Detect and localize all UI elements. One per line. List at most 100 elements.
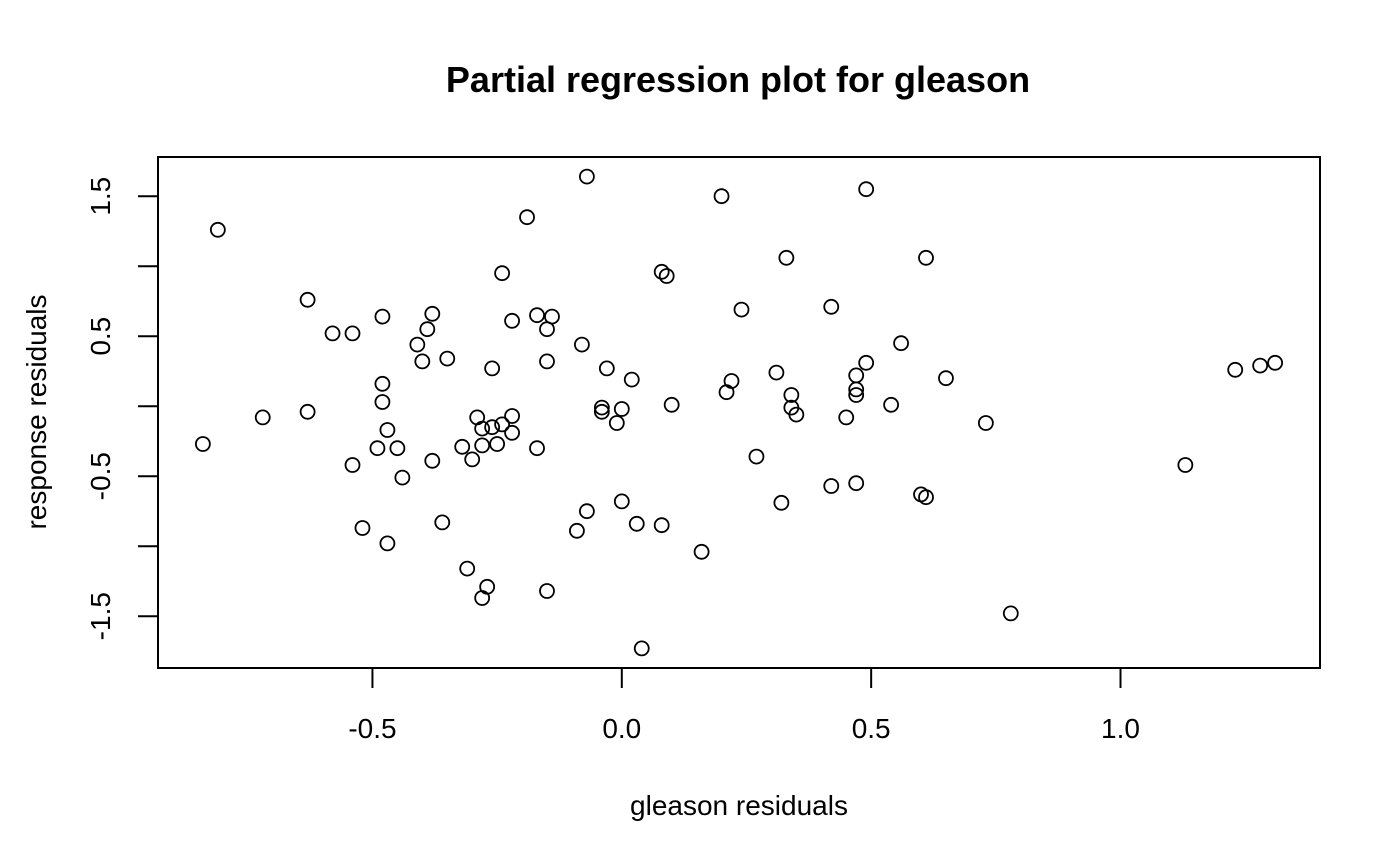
data-point [823,478,840,494]
data-point [354,520,371,536]
data-point [653,263,670,280]
data-point [454,438,471,455]
data-point [823,298,840,315]
data-point [439,350,456,367]
data-point [848,367,865,384]
data-point [578,168,595,185]
data-point [374,308,391,325]
data-point [1177,457,1194,473]
data-point [653,517,670,534]
x-tick-label: 0.5 [852,713,891,744]
data-point [628,515,645,532]
data-points [194,168,1284,657]
data-point [254,409,271,426]
data-point [593,403,610,420]
data-point [424,305,441,322]
data-point [299,291,316,308]
data-point [544,308,560,325]
data-point [578,503,595,520]
data-point [633,640,650,657]
data-point [374,375,391,392]
x-tick-label: 0.0 [602,713,641,744]
data-point [344,325,361,342]
data-point [434,514,451,531]
data-point [788,406,805,423]
data-point [379,422,396,438]
data-point [194,436,211,452]
data-point [693,543,710,560]
data-point [1227,361,1244,378]
data-point [848,475,865,492]
y-axis: -1.5 -0.5 0.5 1.5 [85,177,159,640]
data-point [1267,354,1284,371]
data-point [394,469,411,486]
data-point [778,249,795,266]
data-point [474,437,491,454]
data-point [424,452,441,469]
data-point [324,325,341,342]
data-point [893,335,909,352]
y-tick-label: 1.5 [85,177,116,216]
data-point [838,409,855,426]
plot-frame [157,156,1321,669]
data-point [848,387,865,403]
data-point [613,493,630,510]
data-point [494,416,511,433]
y-tick-label: 0.5 [85,317,116,356]
x-tick-label: -0.5 [348,713,396,744]
data-point [504,312,520,329]
y-tick-label: -1.5 [85,592,116,640]
data-point [663,396,680,413]
data-point [1002,605,1019,622]
data-point [459,560,476,577]
data-point [504,424,520,441]
data-point [389,440,406,457]
data-point [379,535,396,552]
data-point [539,583,555,599]
x-tick-label: 1.0 [1101,713,1140,744]
data-point [464,451,481,468]
data-point [858,354,875,371]
data-point [209,221,226,238]
data-point [977,415,994,431]
data-point [529,307,545,324]
data-point [479,578,496,595]
data-point [1252,357,1269,374]
data-point [409,336,426,353]
data-point [414,353,431,370]
data-point [733,301,750,318]
data-point [783,387,800,403]
data-point [489,436,506,452]
data-point [574,336,590,353]
data-point [519,209,535,226]
data-point [938,370,954,387]
data-point [474,420,491,437]
data-point [883,396,900,413]
data-point [608,415,625,431]
data-point [918,489,934,506]
data-point [918,249,934,266]
data-point [569,522,585,539]
data-point [369,440,386,457]
data-point [344,457,361,473]
data-point [484,419,501,436]
data-point [748,448,765,465]
y-tick-label: -0.5 [85,452,116,500]
y-axis-label: response residuals [21,294,52,529]
data-point [598,360,615,377]
data-point [419,321,436,338]
data-point [768,364,785,381]
data-point [773,494,790,511]
chart-title: Partial regression plot for gleason [446,59,1030,100]
x-axis-label: gleason residuals [630,790,848,821]
data-point [593,399,610,416]
data-point [374,394,391,410]
data-point [858,181,875,198]
data-point [723,373,740,389]
data-point [539,353,555,370]
data-point [623,371,640,388]
data-point [484,360,501,377]
data-point [658,268,675,284]
data-point [504,408,520,424]
